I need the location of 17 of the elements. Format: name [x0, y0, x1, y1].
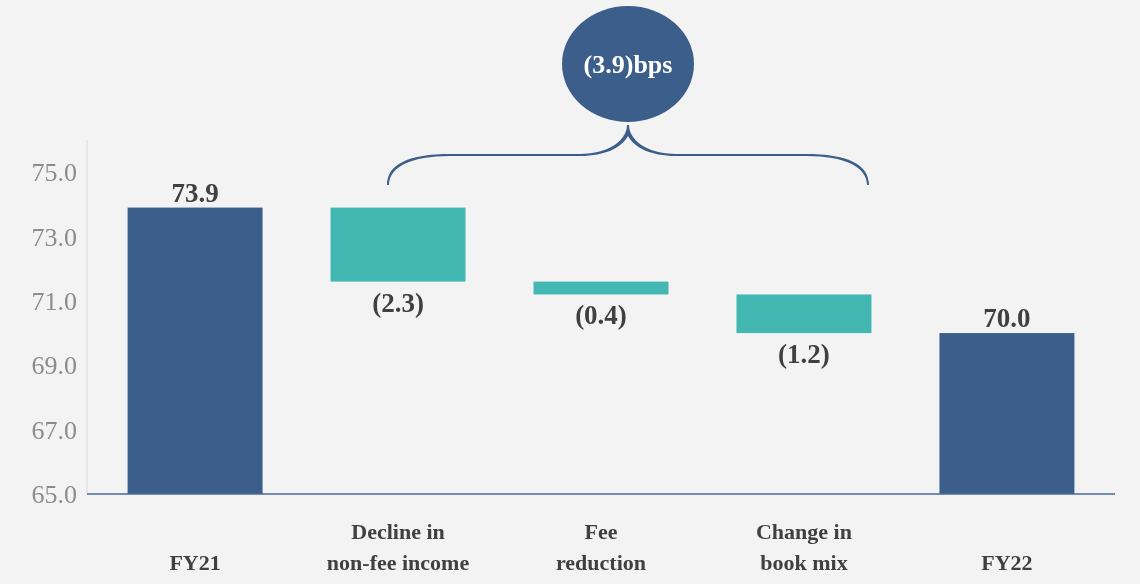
y-tick-label: 67.0 — [31, 415, 77, 445]
y-tick-label: 65.0 — [31, 480, 77, 510]
y-tick-label: 75.0 — [31, 158, 77, 188]
x-tick-label: FY21 — [169, 550, 221, 575]
data-label: (2.3) — [372, 287, 424, 318]
y-tick-label: 73.0 — [31, 222, 77, 252]
y-tick-label: 71.0 — [31, 287, 77, 317]
y-tick-label: 69.0 — [31, 351, 77, 381]
x-tick-label: FY22 — [981, 550, 1033, 575]
x-tick-label: Change in book mix — [755, 519, 852, 575]
data-label: (1.2) — [778, 339, 830, 370]
data-label: 70.0 — [983, 303, 1031, 334]
x-tick-label: Decline in non-fee income — [326, 519, 470, 575]
text: (3.9)bps — [583, 50, 673, 80]
data-label: (0.4) — [575, 300, 627, 331]
x-tick-label: Fee reduction — [555, 519, 647, 575]
data-label: 73.9 — [171, 177, 219, 208]
